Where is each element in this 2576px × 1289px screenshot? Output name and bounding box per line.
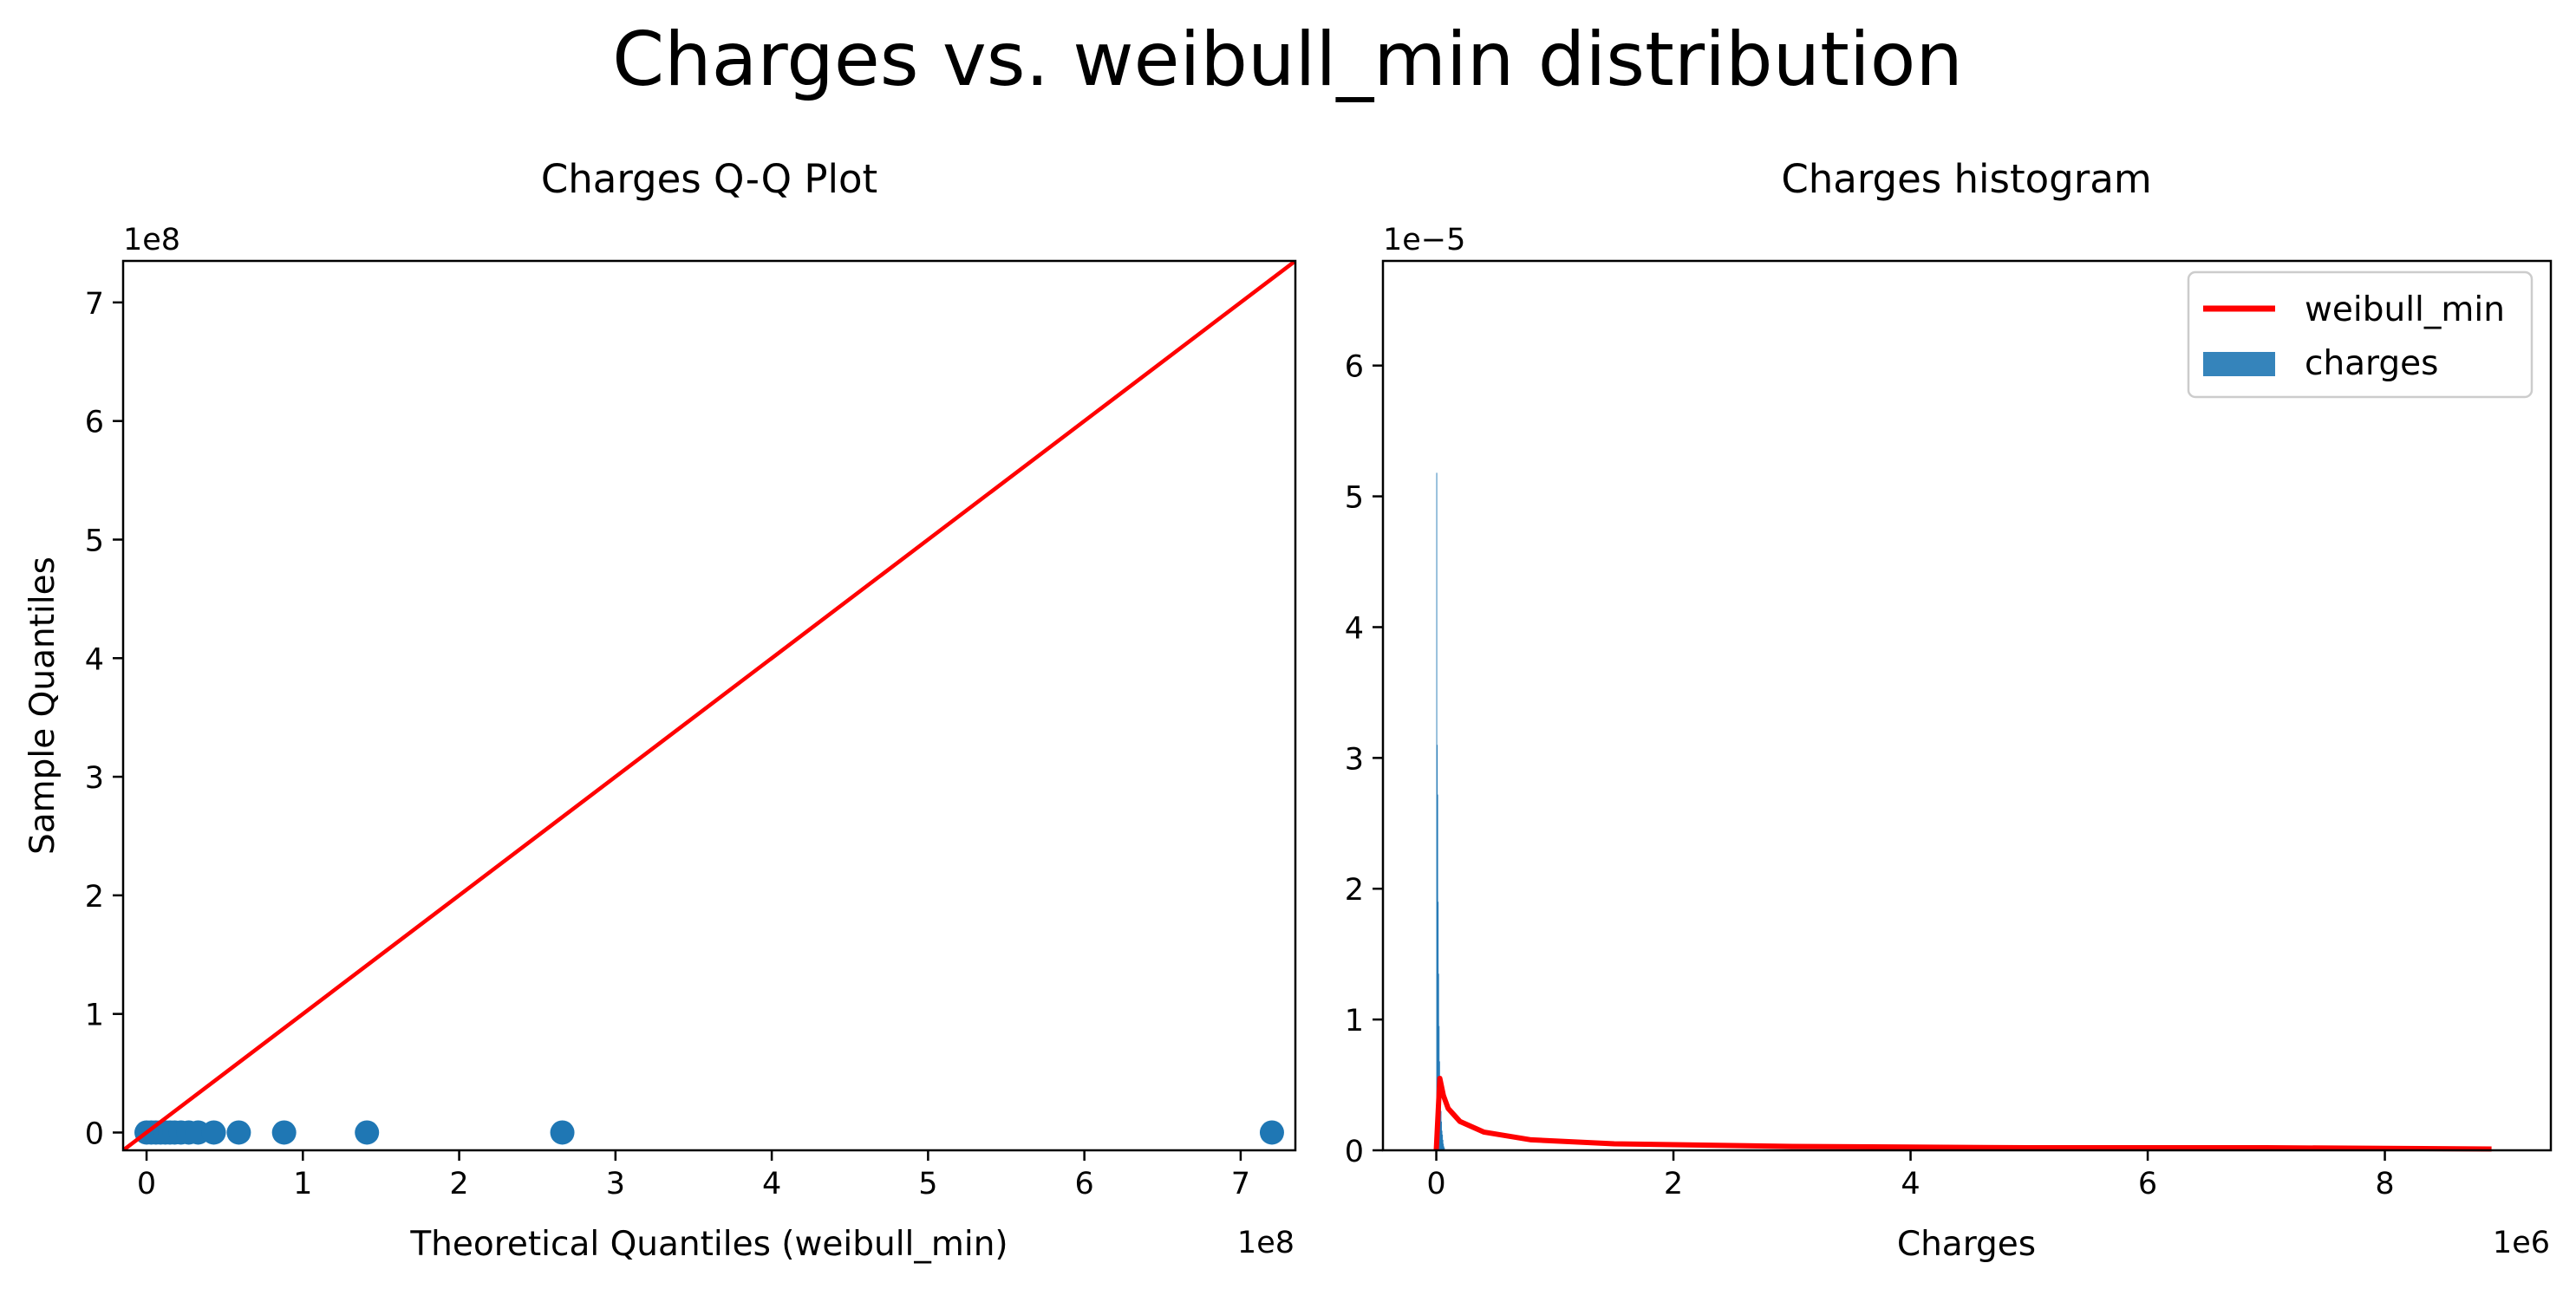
histogram-bar (1442, 1139, 1444, 1150)
qq-plot-panel: Charges Q-Q Plot 0 1 2 3 4 5 6 7 0 1 2 3 4 5 6 7 1e8 1… (23, 156, 1297, 1264)
qq-plot-frame (121, 259, 1297, 1152)
histogram-bar (1436, 472, 1438, 1150)
histogram-bar (1441, 1130, 1443, 1150)
qq-y-axis-label: Sample Quantiles (23, 557, 62, 855)
qq-x-offset-label: 1e8 (1237, 1226, 1295, 1260)
x-tick-label: 0 (137, 1167, 156, 1201)
x-tick-label: 0 (1426, 1167, 1445, 1201)
y-tick-label: 4 (1345, 611, 1364, 646)
qq-y-offset-label: 1e8 (123, 223, 180, 257)
x-tick-label: 2 (449, 1167, 468, 1201)
qq-point (226, 1120, 251, 1145)
y-tick-label: 2 (85, 880, 104, 915)
histogram-bar (1441, 1121, 1443, 1150)
x-tick-label: 4 (1901, 1167, 1920, 1201)
qq-point (271, 1120, 297, 1145)
qq-point (355, 1120, 380, 1145)
qq-reference-line (123, 261, 1295, 1150)
y-tick-label: 0 (1345, 1135, 1364, 1169)
histogram-bar (1444, 1147, 1445, 1150)
histogram-bar (1438, 973, 1439, 1150)
histogram-bar (1439, 1095, 1441, 1150)
y-tick-label: 0 (85, 1116, 104, 1151)
figure-title: Charges vs. weibull_min distribution (612, 16, 1963, 103)
legend-patch-swatch (2203, 352, 2275, 376)
histogram-title: Charges histogram (1781, 156, 2151, 202)
histogram-bar (1443, 1146, 1445, 1150)
qq-plot-title: Charges Q-Q Plot (541, 156, 877, 202)
histogram-frame (1381, 259, 2553, 1152)
y-tick-label: 4 (85, 642, 104, 677)
y-tick-label: 3 (1345, 742, 1364, 777)
histogram-legend: weibull_min charges (2187, 270, 2534, 399)
histogram-x-offset-label: 1e6 (2493, 1226, 2550, 1260)
histogram-bar (1443, 1143, 1445, 1150)
qq-point (550, 1120, 575, 1145)
qq-points (134, 1120, 1284, 1145)
legend-label-charges: charges (2305, 344, 2438, 383)
y-tick-label: 1 (1345, 1004, 1364, 1038)
qq-point (201, 1120, 226, 1145)
y-tick-label: 5 (85, 524, 104, 558)
histogram-x-axis-label: Charges (1897, 1225, 2036, 1264)
y-tick-label: 6 (1345, 350, 1364, 385)
x-tick-label: 6 (1074, 1167, 1093, 1201)
x-tick-label: 8 (2375, 1167, 2394, 1201)
y-tick-label: 7 (85, 287, 104, 322)
y-tick-label: 6 (85, 406, 104, 440)
qq-x-axis-label: Theoretical Quantiles (weibull_min) (409, 1225, 1008, 1264)
qq-plot-area (123, 261, 1295, 1150)
histogram-y-offset-label: 1e−5 (1383, 223, 1465, 257)
y-tick-label: 3 (85, 761, 104, 796)
histogram-bar (1442, 1134, 1444, 1150)
y-tick-label: 1 (85, 999, 104, 1033)
qq-point (1259, 1120, 1284, 1145)
x-tick-label: 4 (762, 1167, 781, 1201)
histogram-bar (1437, 745, 1438, 1150)
histogram-y-axis: 0 1 2 3 4 5 6 (1345, 350, 1383, 1169)
y-tick-label: 2 (1345, 873, 1364, 908)
x-tick-label: 3 (606, 1167, 625, 1201)
qq-x-axis: 0 1 2 3 4 5 6 7 (137, 1150, 1250, 1201)
histogram-bar (1440, 1110, 1442, 1150)
x-tick-label: 1 (293, 1167, 312, 1201)
legend-label-weibull-min: weibull_min (2305, 290, 2505, 329)
histogram-panel: Charges histogram 0 2 4 6 8 0 1 2 3 4 5 6 1e6 1e−5… (1345, 156, 2553, 1264)
qq-y-axis: 0 1 2 3 4 5 6 7 (85, 287, 123, 1151)
weibull-min-pdf-line (1433, 1076, 2492, 1152)
x-tick-label: 6 (2138, 1167, 2157, 1201)
x-tick-label: 7 (1231, 1167, 1250, 1201)
x-tick-label: 2 (1664, 1167, 1683, 1201)
x-tick-label: 5 (918, 1167, 937, 1201)
y-tick-label: 5 (1345, 481, 1364, 516)
histogram-plot-area (1433, 472, 2492, 1152)
histogram-x-axis: 0 2 4 6 8 (1426, 1150, 2395, 1201)
